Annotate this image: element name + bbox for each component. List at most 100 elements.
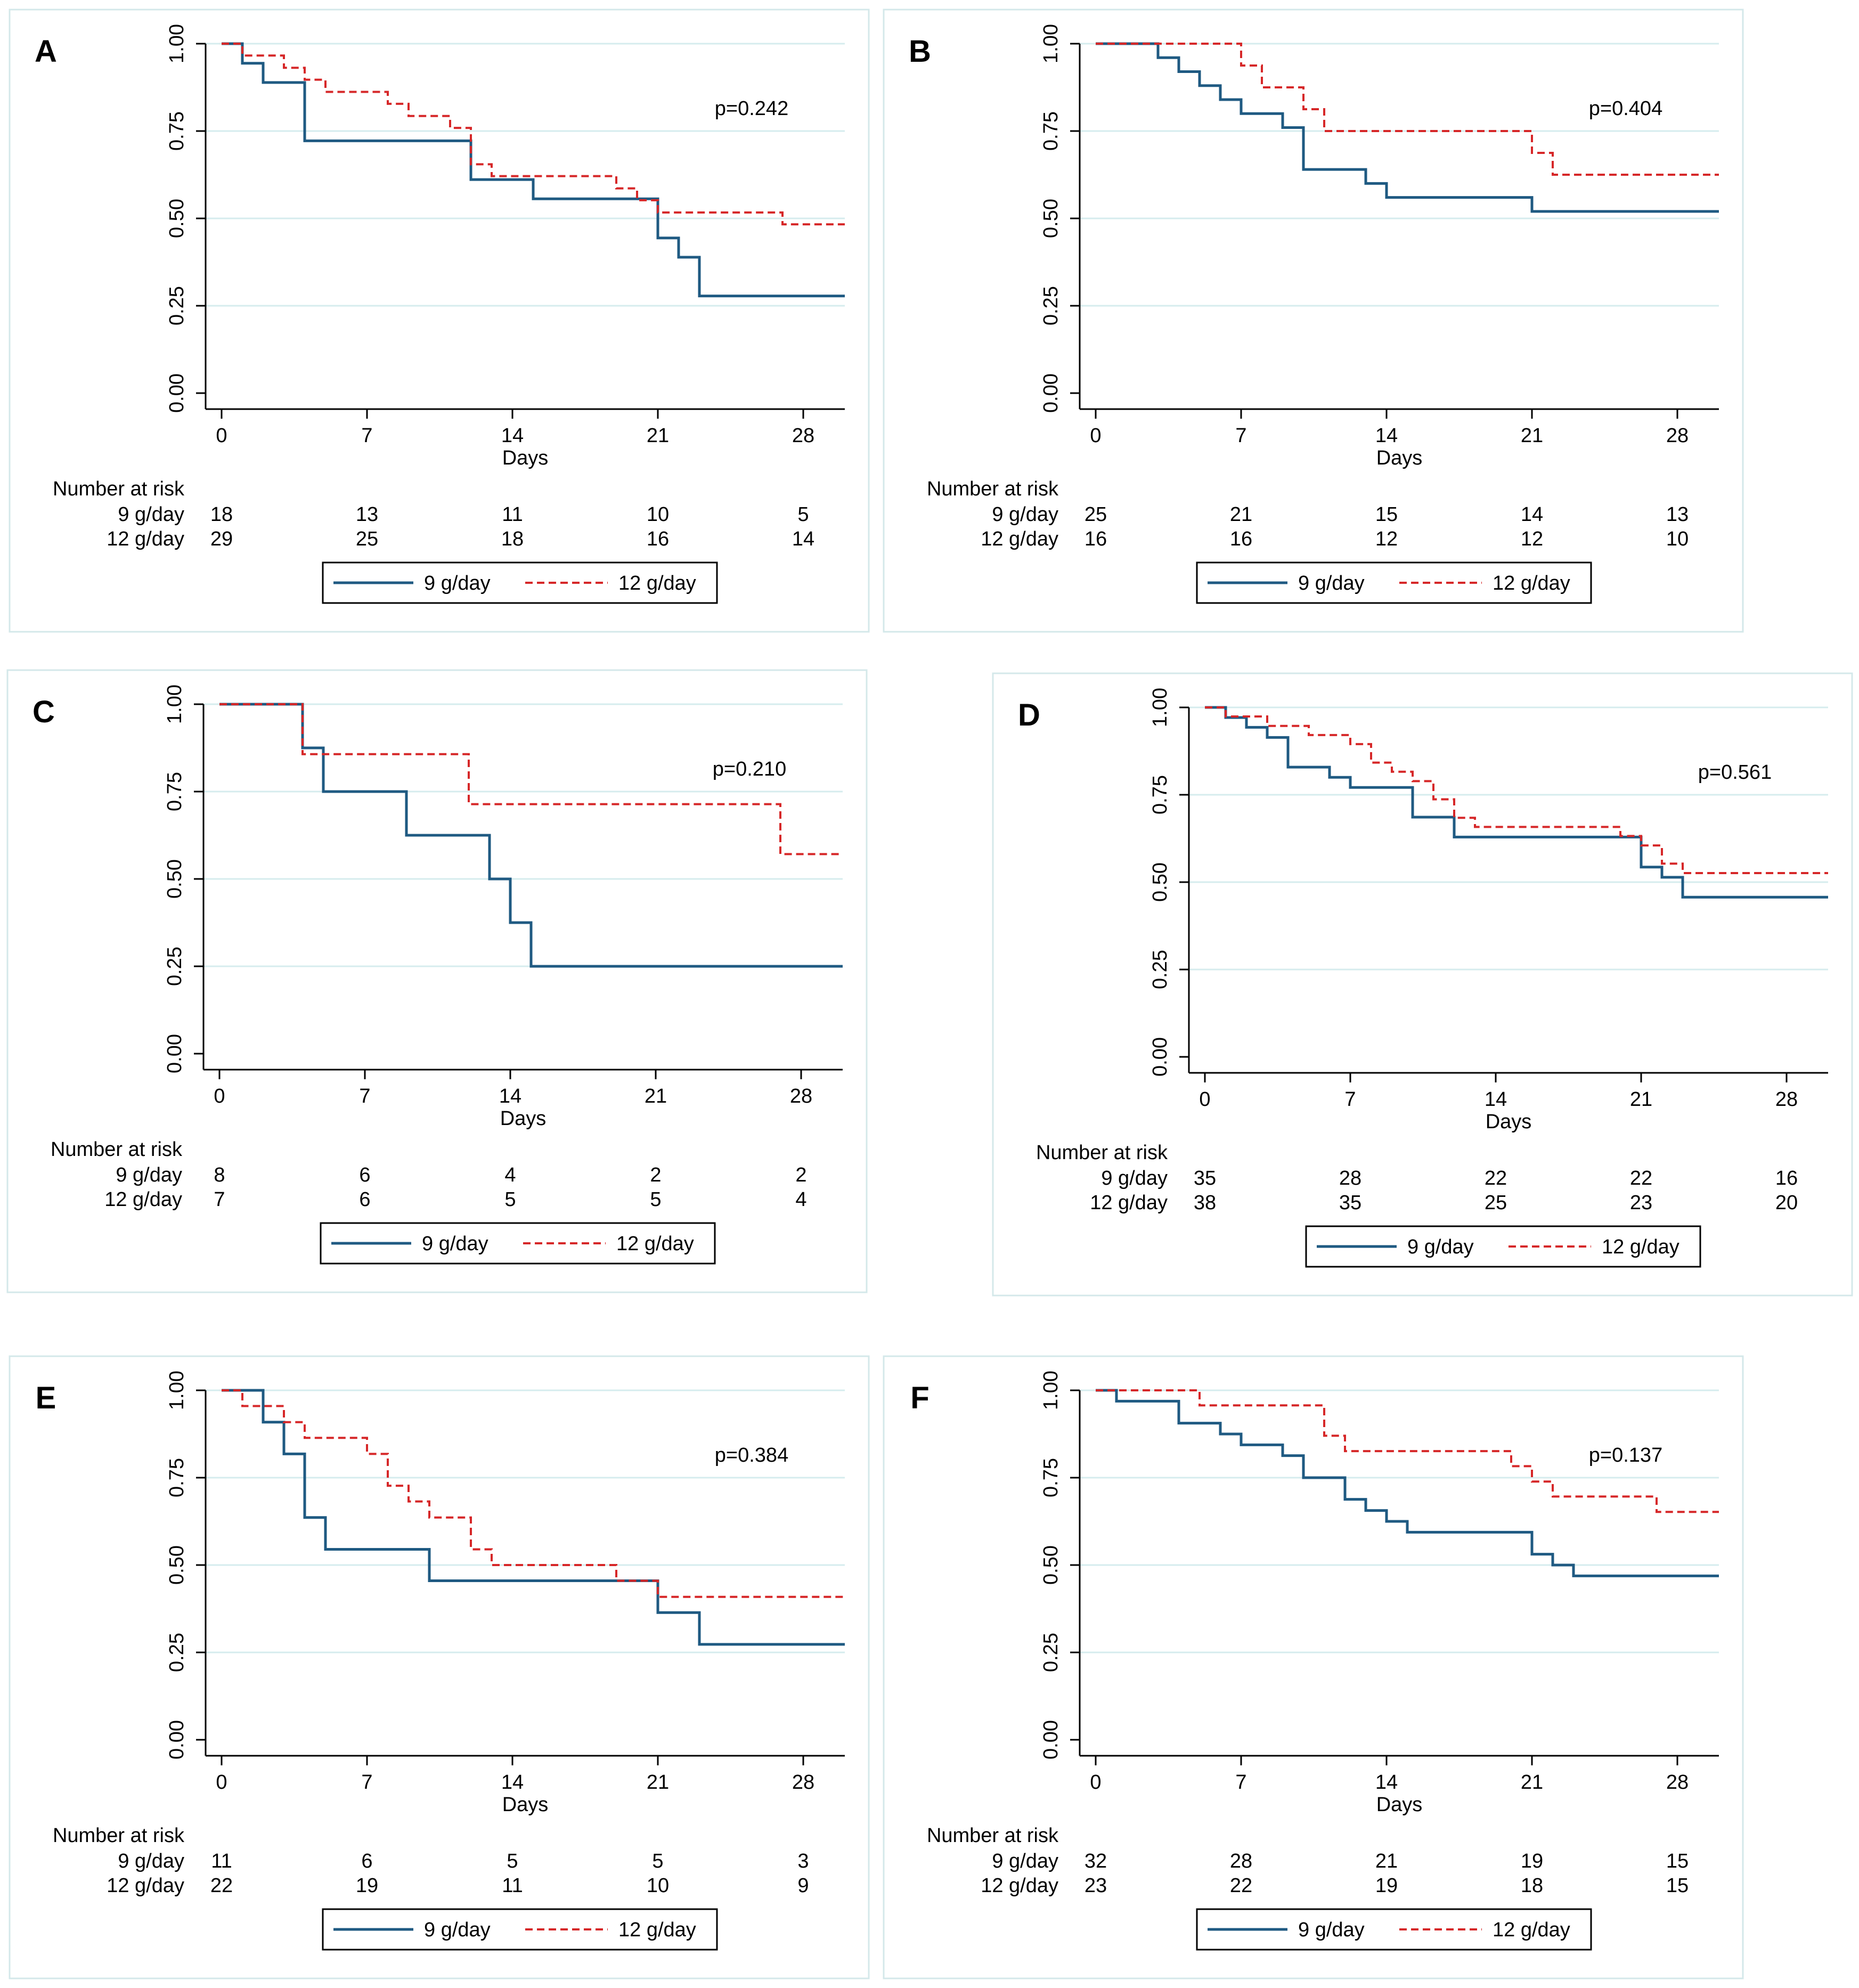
risk-table-title: Number at risk (53, 478, 185, 500)
risk-count: 5 (650, 1188, 661, 1211)
legend-label: 9 g/day (1298, 572, 1365, 594)
p-value: p=0.137 (1589, 1444, 1662, 1466)
legend: 9 g/day 12 g/day (1305, 1225, 1701, 1268)
risk-count: 23 (1630, 1192, 1652, 1214)
risk-count: 29 (210, 528, 233, 550)
x-tick-label: 14 (501, 1771, 524, 1794)
risk-table-title: Number at risk (51, 1138, 183, 1161)
risk-count: 4 (504, 1164, 516, 1186)
risk-count: 25 (1485, 1192, 1507, 1214)
survival-curve-9g (1096, 1389, 1719, 1577)
risk-count: 21 (1375, 1850, 1398, 1872)
risk-count: 11 (502, 503, 523, 526)
risk-table-title: Number at risk (53, 1824, 185, 1847)
legend-label: 12 g/day (618, 1919, 696, 1941)
y-tick-label: 0.00 (164, 1034, 186, 1073)
survival-curve-9g (1205, 706, 1828, 899)
risk-row-label: 12 g/day (107, 528, 184, 550)
y-tick-label: 0.75 (1040, 1458, 1062, 1497)
panel-frame (6, 669, 868, 1293)
risk-count: 10 (647, 503, 669, 526)
risk-count: 12 (1521, 528, 1543, 550)
km-panel-a: 0.00 0.25 0.50 0.75 1.00 0 7 14 21 28 Days Ap=0.242… (9, 9, 870, 633)
x-tick-label: 7 (1235, 1771, 1246, 1794)
legend: 9 g/day 12 g/day (1196, 1908, 1592, 1951)
risk-count: 19 (356, 1875, 378, 1897)
legend-label: 9 g/day (1298, 1919, 1365, 1941)
y-tick-label: 0.50 (166, 199, 188, 238)
risk-count: 10 (647, 1875, 669, 1897)
risk-count: 25 (1085, 503, 1107, 526)
legend: 9 g/day 12 g/day (322, 561, 718, 604)
risk-count: 16 (647, 528, 669, 550)
y-tick-label: 0.75 (166, 111, 188, 151)
risk-count: 35 (1339, 1192, 1361, 1214)
survival-curve-12g (1096, 43, 1719, 176)
survival-curve-12g (1096, 1389, 1719, 1513)
x-tick-label: 28 (792, 425, 814, 447)
risk-count: 5 (507, 1850, 518, 1872)
y-tick-label: 1.00 (166, 24, 188, 63)
x-tick-label: 21 (1521, 1771, 1543, 1794)
x-axis-label: Days (1376, 447, 1423, 469)
risk-count: 22 (1485, 1167, 1507, 1189)
x-tick-label: 28 (1666, 425, 1689, 447)
y-tick-label: 0.50 (1040, 199, 1062, 238)
km-panel-d: 0.00 0.25 0.50 0.75 1.00 0 7 14 21 28 Days Dp=0.561… (992, 672, 1853, 1297)
risk-count: 15 (1666, 1875, 1689, 1897)
panel-label: B (909, 34, 931, 69)
y-tick-label: 1.00 (164, 685, 186, 724)
survival-curve-12g (1205, 706, 1828, 874)
y-tick-label: 0.00 (166, 1720, 188, 1759)
risk-count: 19 (1375, 1875, 1398, 1897)
x-tick-label: 7 (361, 1771, 372, 1794)
km-panel-b: 0.00 0.25 0.50 0.75 1.00 0 7 14 21 28 Days Bp=0.404… (883, 9, 1744, 633)
x-tick-label: 0 (1090, 1771, 1101, 1794)
risk-count: 23 (1085, 1875, 1107, 1897)
risk-count: 2 (795, 1164, 806, 1186)
survival-curve-9g (1096, 42, 1719, 213)
risk-count: 22 (1230, 1875, 1252, 1897)
y-tick-label: 0.50 (164, 859, 186, 899)
legend-label: 9 g/day (422, 1233, 488, 1255)
risk-row-label: 9 g/day (992, 503, 1058, 526)
risk-count: 8 (214, 1164, 225, 1186)
p-value: p=0.404 (1589, 97, 1662, 120)
risk-count: 28 (1339, 1167, 1361, 1189)
p-value: p=0.210 (713, 758, 786, 780)
risk-row-label: 12 g/day (1090, 1192, 1168, 1214)
x-tick-label: 28 (1666, 1771, 1689, 1794)
panel-frame (9, 1355, 870, 1979)
x-tick-label: 7 (1235, 425, 1246, 447)
survival-curve-12g (222, 43, 845, 226)
risk-count: 15 (1666, 1850, 1689, 1872)
y-tick-label: 0.25 (1149, 950, 1171, 989)
y-tick-label: 0.25 (166, 1633, 188, 1672)
y-tick-label: 0.25 (1040, 286, 1062, 325)
risk-row-label: 12 g/day (981, 1875, 1058, 1897)
y-tick-label: 0.75 (166, 1458, 188, 1497)
x-tick-label: 14 (1375, 1771, 1398, 1794)
panel-frame (992, 672, 1853, 1297)
risk-count: 38 (1194, 1192, 1216, 1214)
y-tick-label: 0.25 (1040, 1633, 1062, 1672)
legend-label: 12 g/day (1602, 1236, 1679, 1258)
km-panel-f: 0.00 0.25 0.50 0.75 1.00 0 7 14 21 28 Days Fp=0.137… (883, 1355, 1744, 1979)
legend: 9 g/day 12 g/day (322, 1908, 718, 1951)
risk-count: 18 (501, 528, 524, 550)
risk-row-label: 9 g/day (116, 1164, 182, 1186)
risk-count: 13 (356, 503, 378, 526)
x-tick-label: 0 (214, 1085, 225, 1107)
y-tick-label: 0.50 (166, 1545, 188, 1585)
risk-row-label: 12 g/day (104, 1188, 182, 1211)
y-tick-label: 1.00 (1040, 24, 1062, 63)
risk-count: 15 (1375, 503, 1398, 526)
x-axis-label: Days (1376, 1794, 1423, 1816)
x-tick-label: 21 (647, 425, 669, 447)
y-tick-label: 1.00 (1040, 1371, 1062, 1410)
x-tick-label: 28 (790, 1085, 812, 1107)
risk-count: 11 (211, 1850, 232, 1872)
x-tick-label: 14 (1485, 1088, 1507, 1111)
risk-count: 11 (502, 1875, 523, 1897)
legend-label: 12 g/day (618, 572, 696, 594)
